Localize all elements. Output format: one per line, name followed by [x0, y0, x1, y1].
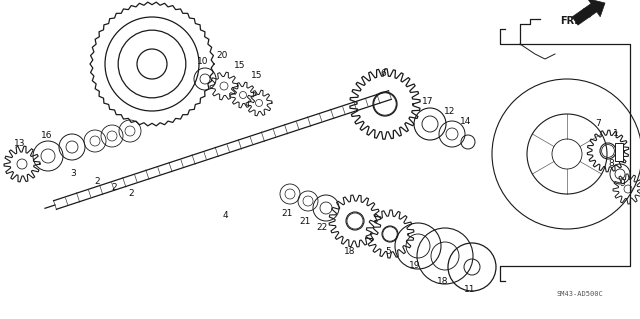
- Text: 1: 1: [613, 130, 619, 138]
- Text: SM43-AD500C: SM43-AD500C: [557, 291, 604, 297]
- Text: 17: 17: [422, 97, 434, 106]
- Text: 2: 2: [94, 176, 100, 186]
- Text: 7: 7: [595, 118, 601, 128]
- Text: 14: 14: [460, 117, 472, 127]
- Text: 16: 16: [41, 131, 52, 140]
- Text: 18: 18: [437, 277, 449, 286]
- Text: 15: 15: [252, 70, 263, 79]
- Text: 8: 8: [608, 160, 614, 168]
- Text: 5: 5: [385, 247, 391, 256]
- Text: 18: 18: [344, 247, 356, 256]
- Text: 2: 2: [111, 183, 117, 192]
- Text: 12: 12: [444, 107, 456, 115]
- Text: 20: 20: [216, 51, 228, 61]
- Text: 21: 21: [300, 217, 310, 226]
- Text: 13: 13: [14, 139, 26, 149]
- Text: 6: 6: [380, 70, 386, 78]
- Text: 11: 11: [464, 285, 476, 293]
- Text: FR.: FR.: [560, 16, 578, 26]
- Text: 10: 10: [197, 56, 209, 65]
- Text: 4: 4: [222, 211, 228, 220]
- Text: 3: 3: [70, 169, 76, 179]
- Text: 15: 15: [234, 62, 246, 70]
- Text: 19: 19: [409, 261, 420, 270]
- Bar: [615, 143, 623, 161]
- Text: 2: 2: [128, 189, 134, 198]
- Text: 21: 21: [282, 210, 292, 219]
- Polygon shape: [572, 0, 605, 25]
- Text: 22: 22: [316, 222, 328, 232]
- Text: 9: 9: [619, 179, 625, 188]
